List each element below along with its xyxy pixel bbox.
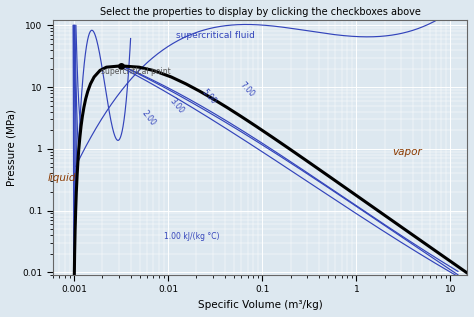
X-axis label: Specific Volume (m³/kg): Specific Volume (m³/kg) bbox=[198, 300, 322, 310]
Text: 5.00: 5.00 bbox=[201, 87, 219, 106]
Text: 2.00: 2.00 bbox=[140, 109, 157, 128]
Title: Select the properties to display by clicking the checkboxes above: Select the properties to display by clic… bbox=[100, 7, 420, 17]
Y-axis label: Pressure (MPa): Pressure (MPa) bbox=[7, 109, 17, 186]
Text: 1.00 kJ/(kg °C): 1.00 kJ/(kg °C) bbox=[164, 232, 219, 241]
Text: 3.00: 3.00 bbox=[168, 96, 186, 115]
Text: supercritical point: supercritical point bbox=[101, 67, 171, 76]
Text: 7.00: 7.00 bbox=[238, 80, 256, 99]
Text: liquid: liquid bbox=[48, 173, 76, 183]
Text: vapor: vapor bbox=[392, 147, 422, 157]
Text: supercritical fluid: supercritical fluid bbox=[175, 31, 255, 40]
